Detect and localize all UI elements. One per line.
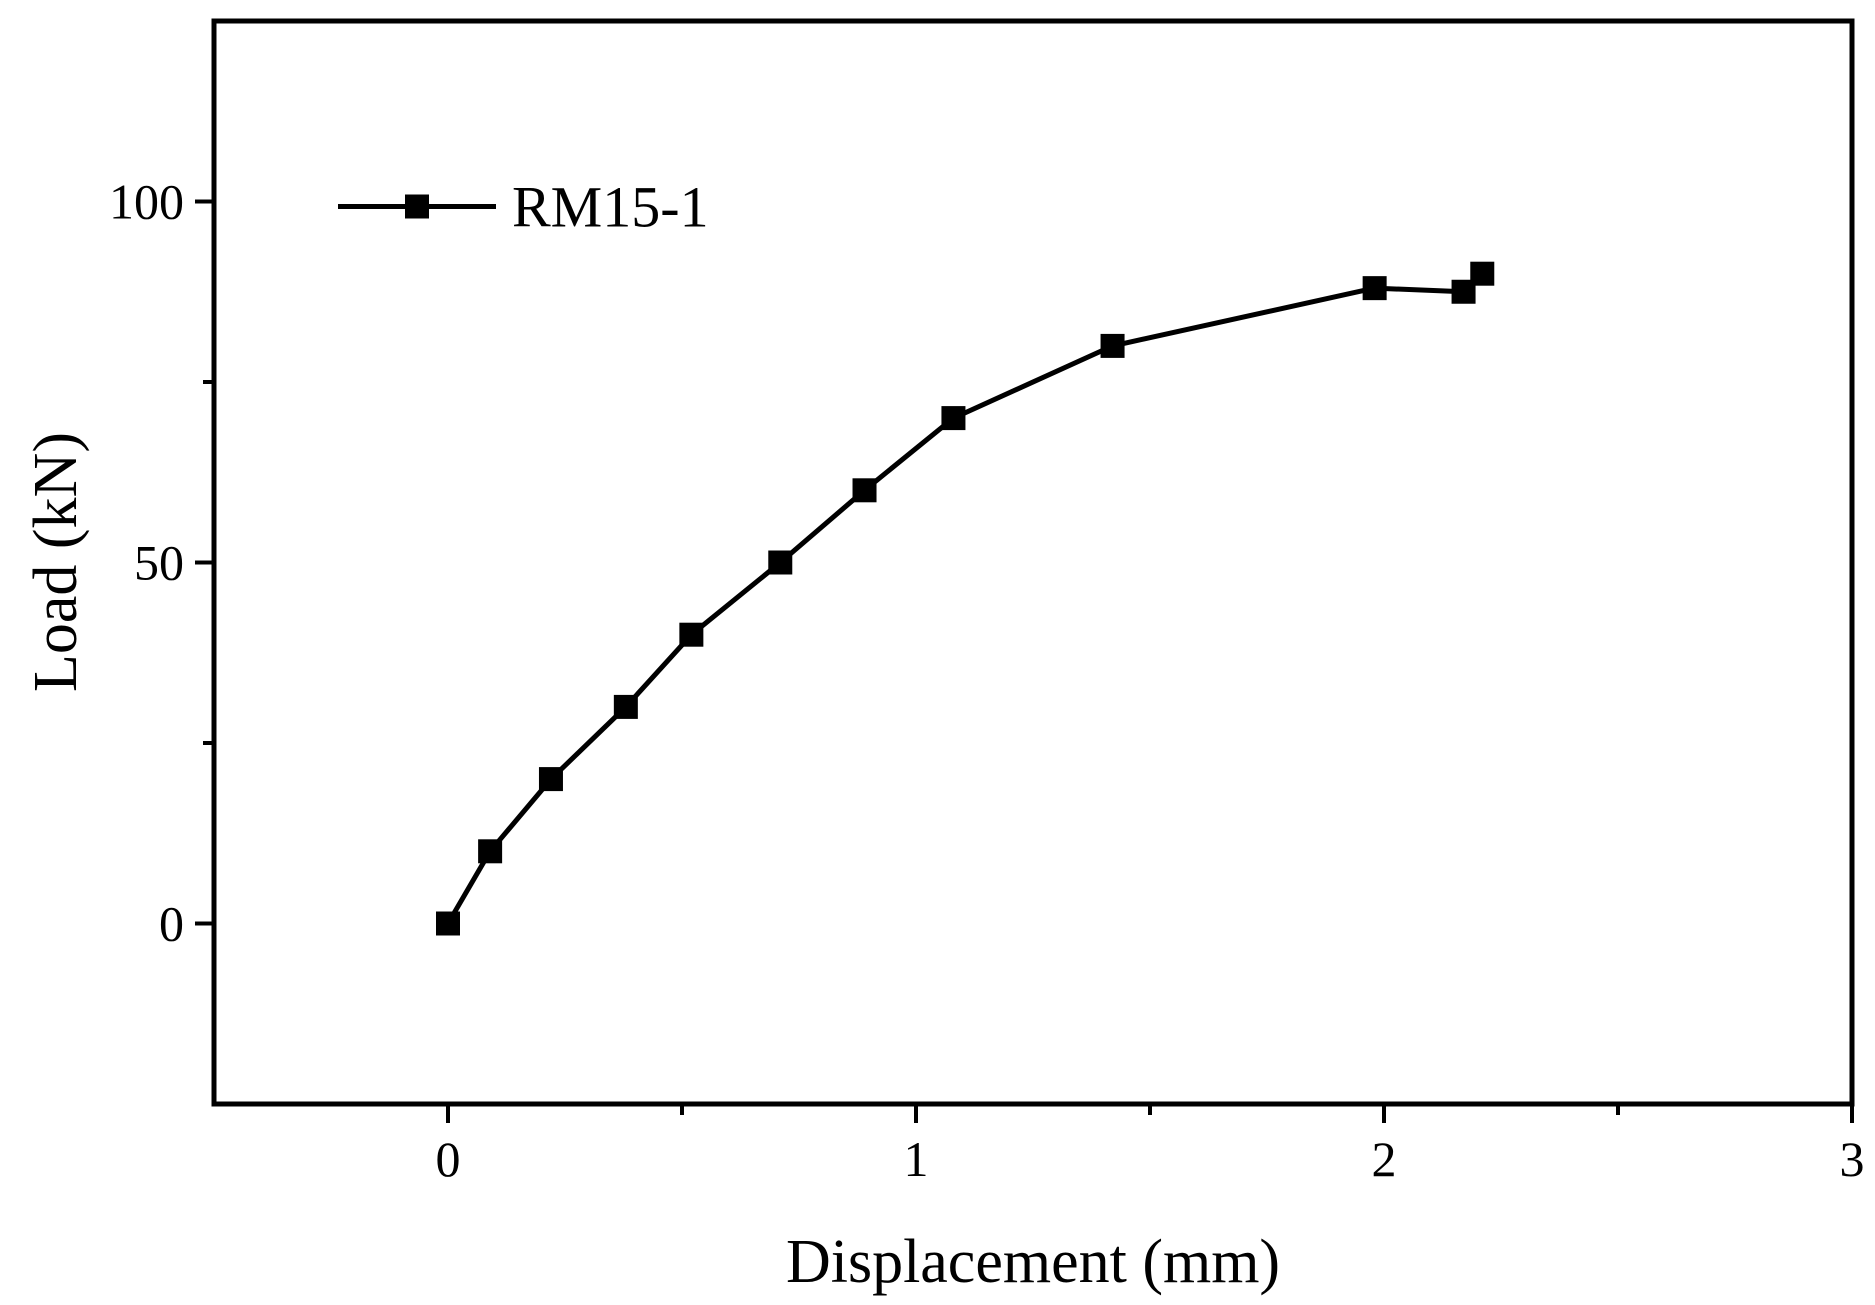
- series-line-rm15-1: [445, 271, 1485, 925]
- data-point-marker: [1362, 276, 1387, 301]
- axis-ticks: [195, 199, 1854, 1123]
- tick-labels: 0 1 2 3 0 50 100: [109, 174, 1865, 1188]
- x-axis-title: Displacement (mm): [786, 1228, 1280, 1296]
- plot-frame: [211, 18, 1855, 1107]
- x-tick-label: 1: [904, 1131, 929, 1187]
- data-point-marker: [436, 911, 460, 936]
- legend: RM15-1: [338, 175, 709, 240]
- x-tick-label: 2: [1372, 1131, 1397, 1187]
- data-point-marker: [1100, 333, 1125, 358]
- legend-label: RM15-1: [512, 175, 709, 240]
- data-point-marker: [538, 767, 563, 792]
- y-tick-label: 50: [134, 535, 184, 591]
- legend-marker: [405, 194, 429, 219]
- y-tick-label: 0: [159, 896, 184, 952]
- x-tick-label: 0: [436, 1131, 461, 1187]
- data-point-marker: [613, 694, 638, 719]
- data-point-marker: [941, 406, 966, 431]
- data-point-marker: [852, 478, 877, 503]
- x-tick-label: 3: [1840, 1131, 1865, 1187]
- data-point-marker: [679, 622, 704, 647]
- data-point-marker: [1470, 261, 1495, 286]
- data-point-marker: [478, 839, 503, 864]
- data-point-marker: [768, 550, 793, 575]
- series-layer: [436, 261, 1495, 936]
- y-tick-label: 100: [109, 174, 184, 230]
- y-axis-title: Load (kN): [22, 432, 90, 692]
